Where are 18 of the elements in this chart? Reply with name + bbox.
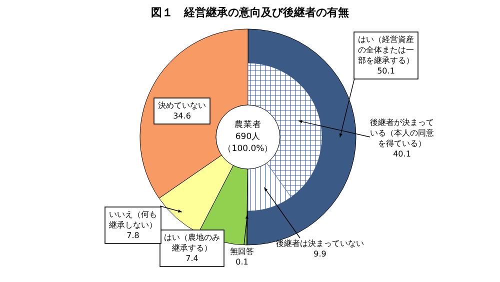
data-label: 40.1 (393, 150, 411, 158)
slice-label: 後継者が決まっている（本人の同意を得ている） (370, 118, 434, 148)
slice-label: 無回答 (230, 247, 254, 256)
slice-label: 決めていない (158, 101, 206, 110)
text: 農業者 (234, 119, 262, 130)
data-label: 7.8 (126, 231, 140, 240)
data-label: 7.4 (186, 254, 198, 263)
chart-title: 図１ 経営継承の意向及び後継者の有無 (151, 6, 349, 19)
slice-label: はい（経営資産の全体または一部を継承する） (358, 35, 414, 65)
slice-label: 後継者は決まっていない (276, 239, 364, 248)
data-label: 9.9 (314, 250, 326, 258)
data-label: 50.1 (377, 66, 395, 76)
slice-label: はい（農地のみ継承する） (164, 233, 220, 252)
text: 690人 (235, 131, 261, 142)
data-label: 0.1 (236, 258, 248, 266)
slice-label: いいえ（何も継承しない） (108, 210, 157, 230)
text: （100.0%） (222, 144, 274, 154)
data-label: 34.6 (173, 112, 191, 120)
